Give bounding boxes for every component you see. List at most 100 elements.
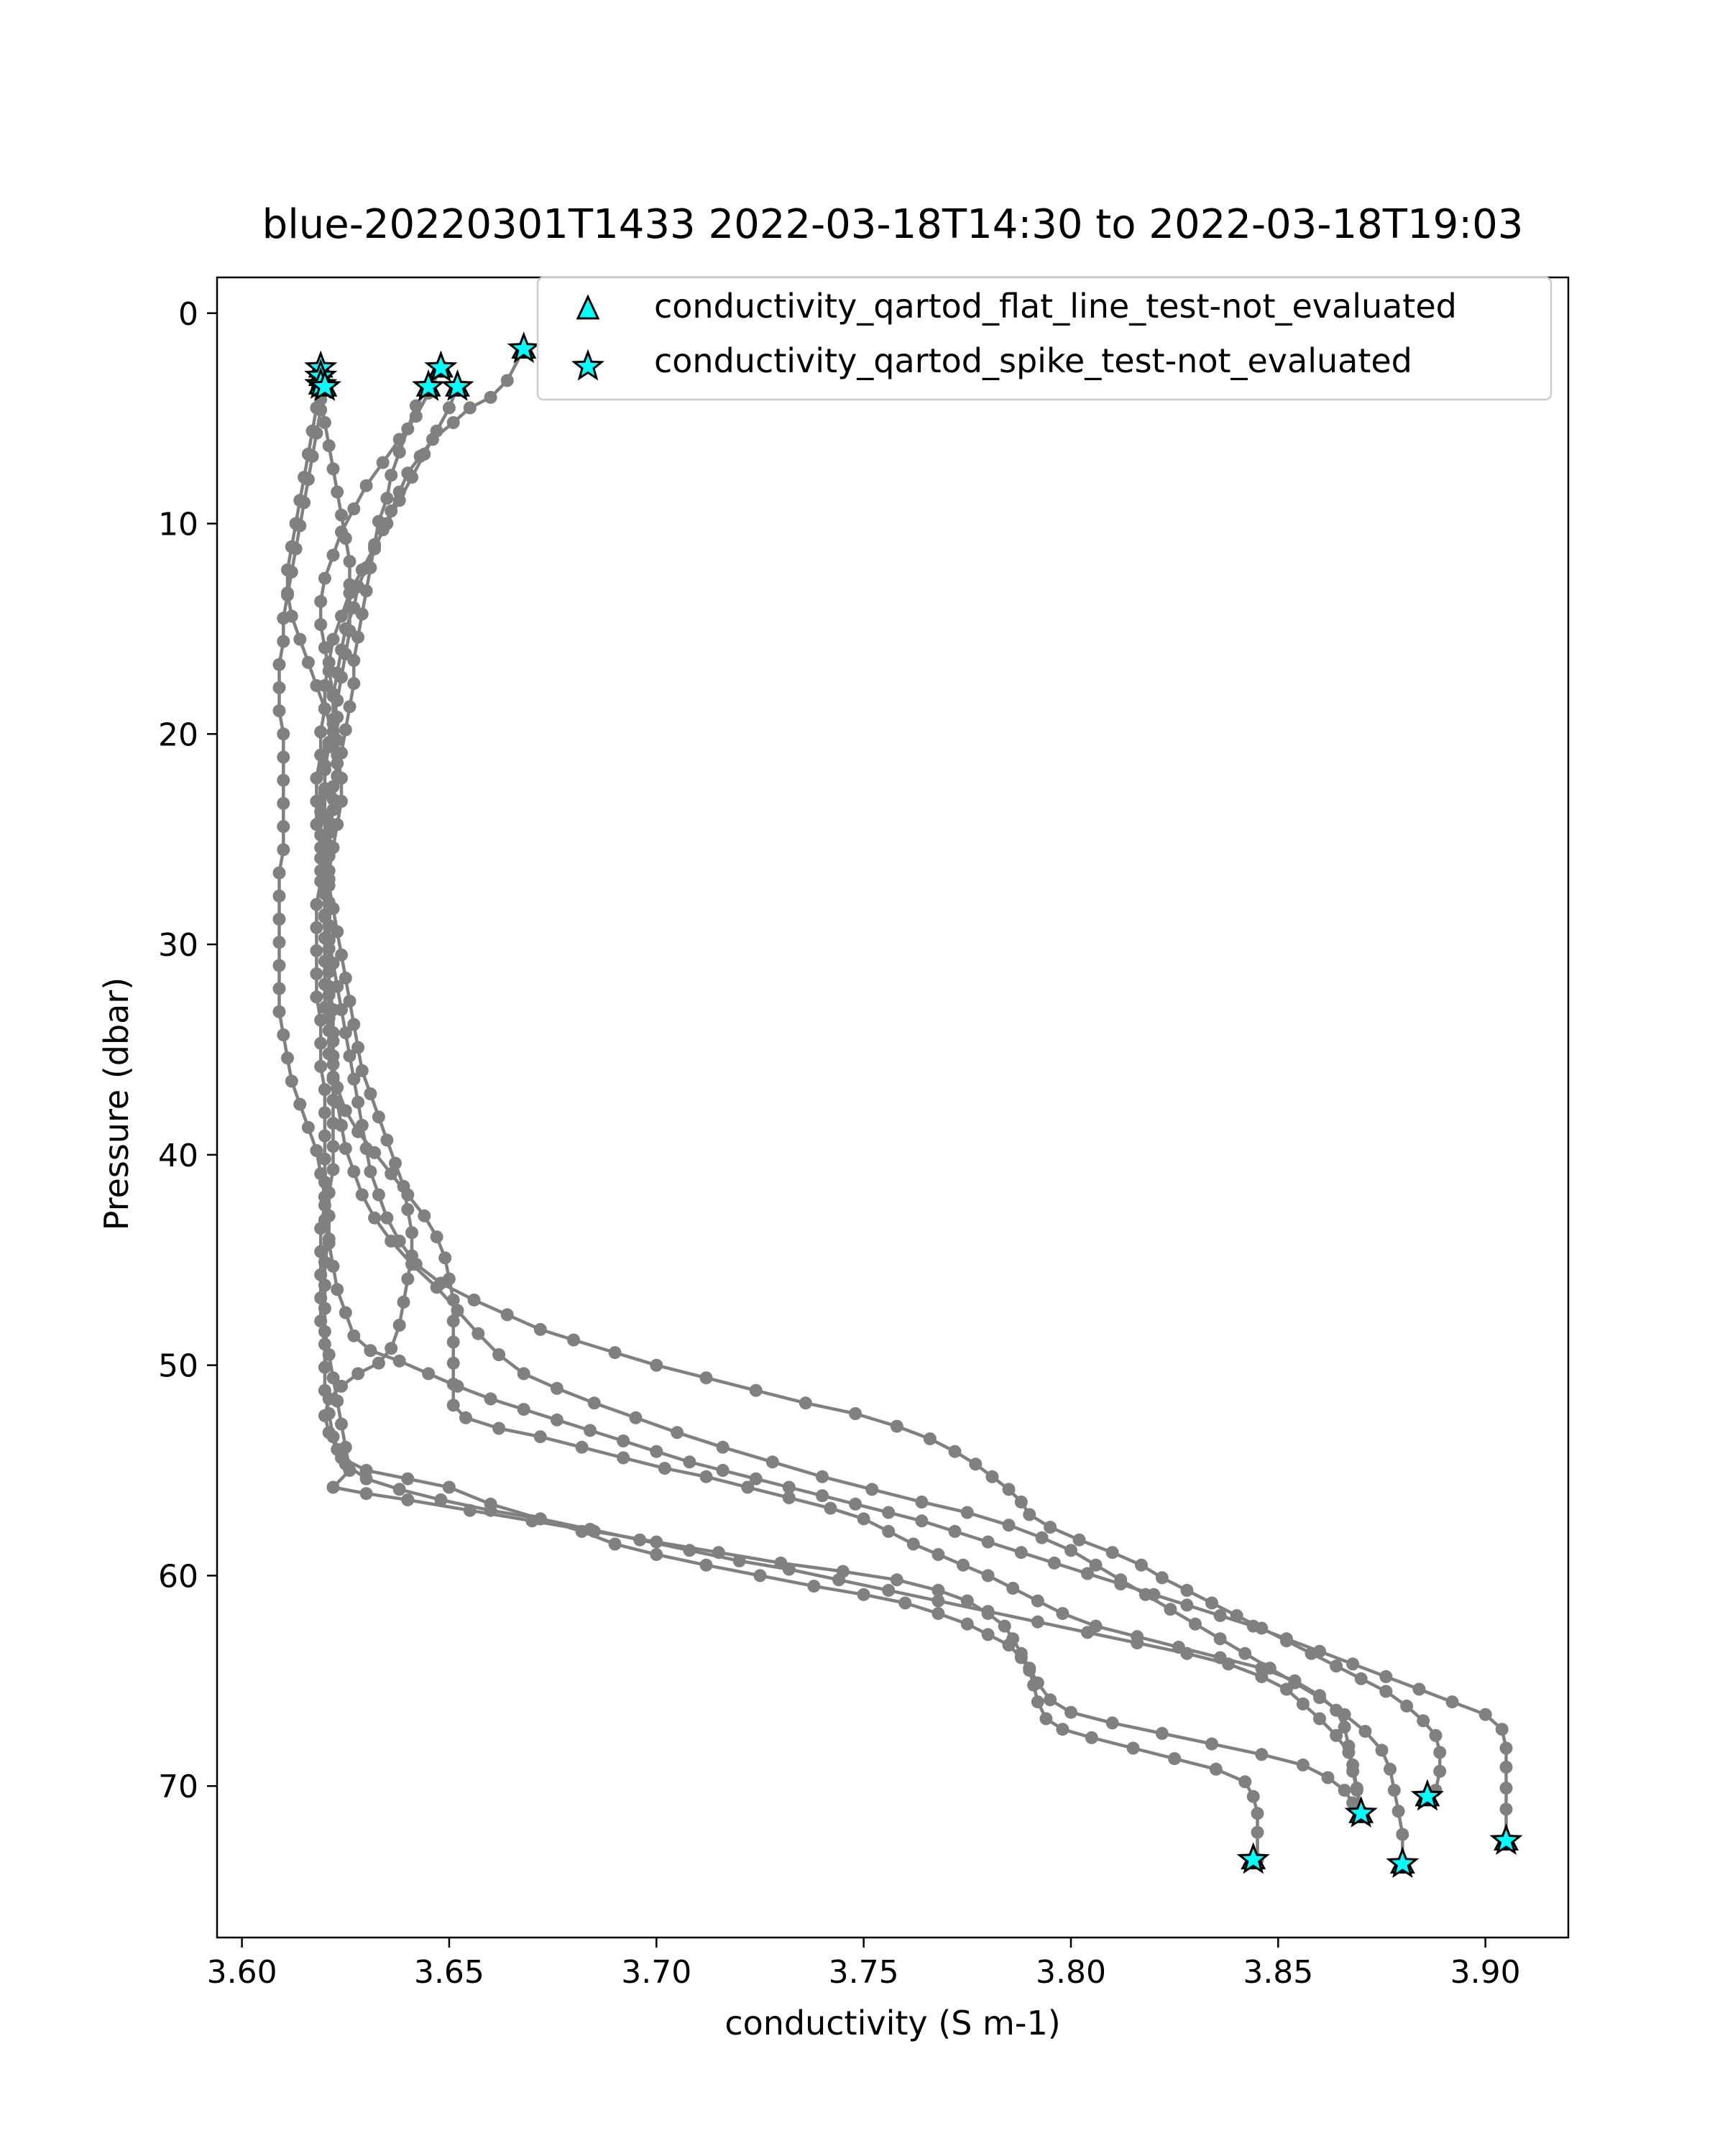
data-point <box>1031 1695 1044 1709</box>
data-point <box>446 1335 460 1349</box>
data-point <box>385 469 398 482</box>
data-point <box>322 664 336 678</box>
data-point <box>1255 1670 1269 1683</box>
data-point <box>1031 1676 1044 1690</box>
data-point <box>277 843 290 857</box>
data-point <box>409 410 423 423</box>
data-point <box>339 1104 352 1118</box>
data-point <box>1296 1697 1310 1710</box>
data-point <box>1384 1762 1397 1776</box>
data-point <box>1006 1582 1020 1595</box>
data-point <box>339 1457 352 1471</box>
data-point <box>849 1407 862 1420</box>
data-point <box>310 795 323 808</box>
data-point <box>575 1440 589 1454</box>
spike-flag-marker <box>1386 1846 1420 1879</box>
data-point <box>1358 1725 1372 1738</box>
data-point <box>749 1472 763 1485</box>
spike-flag-marker <box>1344 1796 1378 1828</box>
data-point <box>1251 1807 1264 1820</box>
data-point <box>446 1378 460 1391</box>
data-point <box>932 1548 945 1562</box>
data-point <box>1499 1760 1513 1774</box>
flag-markers-layer <box>304 331 1523 1879</box>
data-point <box>1338 1784 1351 1797</box>
data-point <box>326 1163 340 1176</box>
data-point <box>584 1523 597 1536</box>
data-point <box>339 1306 352 1319</box>
data-point <box>289 542 303 556</box>
data-point <box>355 1188 369 1202</box>
data-point <box>816 1489 829 1503</box>
data-point <box>981 1605 995 1618</box>
data-point <box>277 773 290 787</box>
data-point <box>318 641 331 655</box>
data-point <box>1155 1727 1169 1740</box>
data-point <box>318 1409 331 1422</box>
data-point <box>310 1144 323 1157</box>
data-point <box>1180 1583 1194 1597</box>
data-point <box>617 1451 630 1465</box>
data-point <box>343 601 356 614</box>
data-point <box>1081 1567 1094 1580</box>
data-point <box>782 1480 796 1494</box>
data-point <box>310 818 323 831</box>
data-point <box>1296 1758 1310 1772</box>
data-point <box>1168 1752 1182 1766</box>
data-point <box>310 944 323 957</box>
data-point <box>1400 1699 1414 1713</box>
data-point <box>782 1562 796 1576</box>
data-point <box>322 965 336 979</box>
spike-flag-marker <box>1410 1779 1444 1811</box>
data-point <box>1089 1558 1103 1572</box>
data-point <box>650 1548 663 1562</box>
data-point <box>272 658 286 671</box>
data-point <box>339 723 352 737</box>
data-point <box>1044 1521 1057 1534</box>
data-point <box>587 1396 601 1410</box>
data-point <box>322 1426 336 1439</box>
data-point <box>1002 1519 1016 1532</box>
data-point <box>310 990 323 1004</box>
data-point <box>1164 1603 1177 1616</box>
data-point <box>355 607 369 621</box>
data-point <box>339 648 352 661</box>
data-point <box>650 1445 663 1458</box>
data-point <box>335 1379 348 1393</box>
data-point <box>347 1329 361 1342</box>
data-point <box>293 1097 307 1111</box>
data-point <box>533 1322 547 1336</box>
data-point <box>343 700 356 714</box>
data-point <box>385 1234 398 1248</box>
data-point <box>281 1051 294 1065</box>
data-point <box>1499 1782 1513 1795</box>
data-point <box>277 750 290 764</box>
data-point <box>732 1554 746 1567</box>
data-point <box>401 1472 415 1485</box>
data-point <box>351 1367 365 1381</box>
data-point <box>500 1308 514 1322</box>
data-point <box>310 898 323 911</box>
data-point <box>343 995 356 1008</box>
data-point <box>335 948 348 962</box>
data-point <box>351 1125 365 1138</box>
data-point <box>310 771 323 785</box>
data-point <box>484 1392 497 1406</box>
data-point <box>301 1120 315 1134</box>
data-point <box>326 717 340 730</box>
data-point <box>277 820 290 834</box>
spike-flag-marker <box>308 369 342 401</box>
data-point <box>293 632 307 646</box>
legend-triangle-marker-icon <box>576 294 600 320</box>
data-point <box>1213 1632 1227 1646</box>
data-point <box>335 671 348 684</box>
data-point <box>376 456 390 469</box>
data-point <box>1135 1558 1148 1572</box>
data-point <box>339 971 352 985</box>
data-point <box>699 1558 713 1572</box>
data-point <box>1499 1802 1513 1816</box>
y-tick-label: 50 <box>158 1348 198 1385</box>
data-point <box>272 704 286 718</box>
data-point <box>397 1295 410 1309</box>
